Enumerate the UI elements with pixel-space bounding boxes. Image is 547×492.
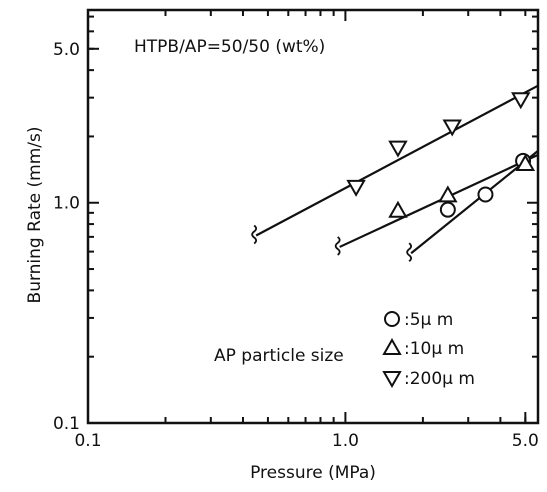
x-axis-title: Pressure (MPa) (250, 463, 376, 483)
fit-lines (251, 84, 539, 262)
fit-line (255, 84, 539, 237)
legend-label: :200µ m (404, 369, 475, 389)
data-point-triangle-down (346, 179, 366, 197)
composition-annotation: HTPB/AP=50/50 (wt%) (134, 37, 325, 57)
x-tick-label: 0.1 (74, 431, 101, 451)
data-point-triangle-down (388, 140, 408, 158)
fit-line-start-mark (334, 236, 341, 256)
fit-line-start-mark (406, 242, 413, 262)
data-point-circle (477, 186, 494, 203)
data-points (346, 92, 536, 218)
axis-ticks (87, 10, 538, 424)
x-tick-label: 1.0 (332, 431, 359, 451)
legend-marker-triangle-up (382, 337, 402, 355)
legend-marker-circle (384, 311, 400, 327)
data-point-triangle-down (442, 119, 462, 137)
fit-line (410, 150, 539, 255)
y-tick-label: 0.1 (53, 414, 80, 434)
data-point-triangle-up (515, 153, 536, 171)
data-point-triangle-up (438, 185, 458, 203)
x-tick-label: 5.0 (512, 431, 539, 451)
fit-line-start-mark (251, 224, 258, 245)
legend-marker-triangle-down (382, 371, 402, 389)
y-tick-label: 5.0 (53, 40, 80, 60)
y-axis-title: Burning Rate (mm/s) (25, 127, 45, 304)
legend: :5µ m :10µ m :200µ m (382, 310, 475, 389)
fit-line (339, 153, 539, 248)
data-point-circle (439, 201, 456, 218)
plot-frame (86, 8, 540, 425)
legend-title: AP particle size (214, 346, 344, 366)
legend-label: :5µ m (404, 310, 453, 330)
tick-labels: 0.1 1.0 5.0 0.1 1.0 5.0 (53, 40, 539, 451)
legend-label: :10µ m (404, 339, 464, 359)
data-point-triangle-down (511, 92, 531, 110)
data-point-triangle-up (388, 200, 408, 218)
y-tick-label: 1.0 (53, 194, 80, 214)
